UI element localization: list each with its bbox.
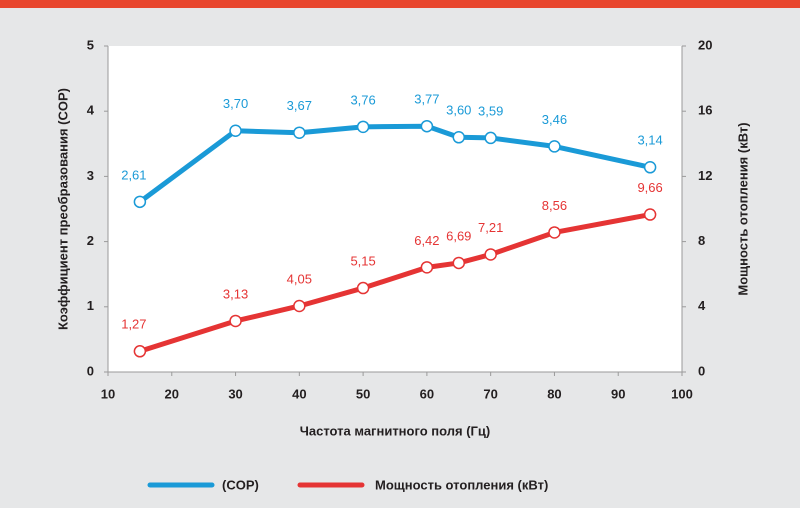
x-tick-label: 40	[292, 386, 306, 401]
y2-axis-label: Мощность отопления (кВт)	[735, 122, 750, 295]
header-strip	[0, 0, 800, 8]
data-label: 3,70	[223, 96, 248, 111]
data-point	[229, 314, 242, 328]
plot-area	[108, 46, 682, 372]
y2-tick-label: 8	[698, 233, 705, 248]
data-label: 8,56	[542, 198, 567, 213]
data-point	[293, 126, 306, 139]
y2-tick-label: 4	[698, 298, 706, 313]
data-label: 3,14	[637, 133, 662, 148]
data-point	[452, 131, 466, 144]
data-point	[356, 120, 370, 134]
x-tick-label: 90	[611, 386, 625, 401]
data-point	[548, 140, 561, 153]
legend-label: (COP)	[222, 477, 259, 492]
data-point	[420, 119, 434, 133]
x-axis-label: Частота магнитного поля (Гц)	[300, 423, 490, 438]
y2-tick-label: 12	[698, 168, 712, 183]
x-tick-label: 10	[101, 386, 115, 401]
y-tick-label: 5	[87, 37, 94, 52]
data-label: 2,61	[121, 167, 146, 182]
data-point	[484, 248, 497, 261]
data-point	[133, 345, 147, 358]
data-label: 3,60	[446, 103, 471, 118]
data-label: 3,67	[287, 98, 312, 113]
y2-tick-label: 0	[698, 363, 705, 378]
data-label: 3,59	[478, 103, 503, 118]
data-point	[356, 281, 370, 295]
data-label: 4,05	[287, 271, 312, 286]
x-tick-label: 100	[671, 386, 693, 401]
data-label: 3,76	[350, 92, 375, 107]
data-label: 7,21	[478, 220, 503, 235]
x-tick-label: 80	[547, 386, 561, 401]
data-label: 5,15	[350, 253, 375, 268]
data-label: 1,27	[121, 317, 146, 332]
data-point	[229, 124, 242, 138]
y-tick-label: 3	[87, 168, 94, 183]
y-tick-label: 0	[87, 363, 94, 378]
legend-label: Мощность отопления (кВт)	[375, 477, 548, 492]
data-point	[484, 131, 497, 145]
y-axis-label: Коэффициент преобразования (COP)	[55, 88, 70, 330]
data-point	[643, 161, 657, 174]
data-label: 9,66	[637, 180, 662, 195]
y-tick-label: 2	[87, 233, 94, 248]
data-point	[420, 261, 434, 274]
data-point	[293, 299, 306, 313]
data-point	[452, 256, 466, 270]
data-label: 6,42	[414, 233, 439, 248]
x-tick-label: 60	[420, 386, 434, 401]
x-tick-label: 70	[483, 386, 497, 401]
data-point	[133, 195, 147, 209]
data-label: 3,77	[414, 92, 439, 107]
data-label: 6,69	[446, 228, 471, 243]
data-point	[643, 208, 657, 221]
data-point	[548, 226, 561, 239]
data-label: 3,46	[542, 112, 567, 127]
y-tick-label: 4	[87, 103, 95, 118]
y-tick-label: 1	[87, 298, 94, 313]
x-tick-label: 50	[356, 386, 370, 401]
data-label: 3,13	[223, 286, 248, 301]
x-tick-label: 20	[165, 386, 179, 401]
y2-tick-label: 20	[698, 37, 712, 52]
x-tick-label: 30	[228, 386, 242, 401]
y2-tick-label: 16	[698, 103, 712, 118]
